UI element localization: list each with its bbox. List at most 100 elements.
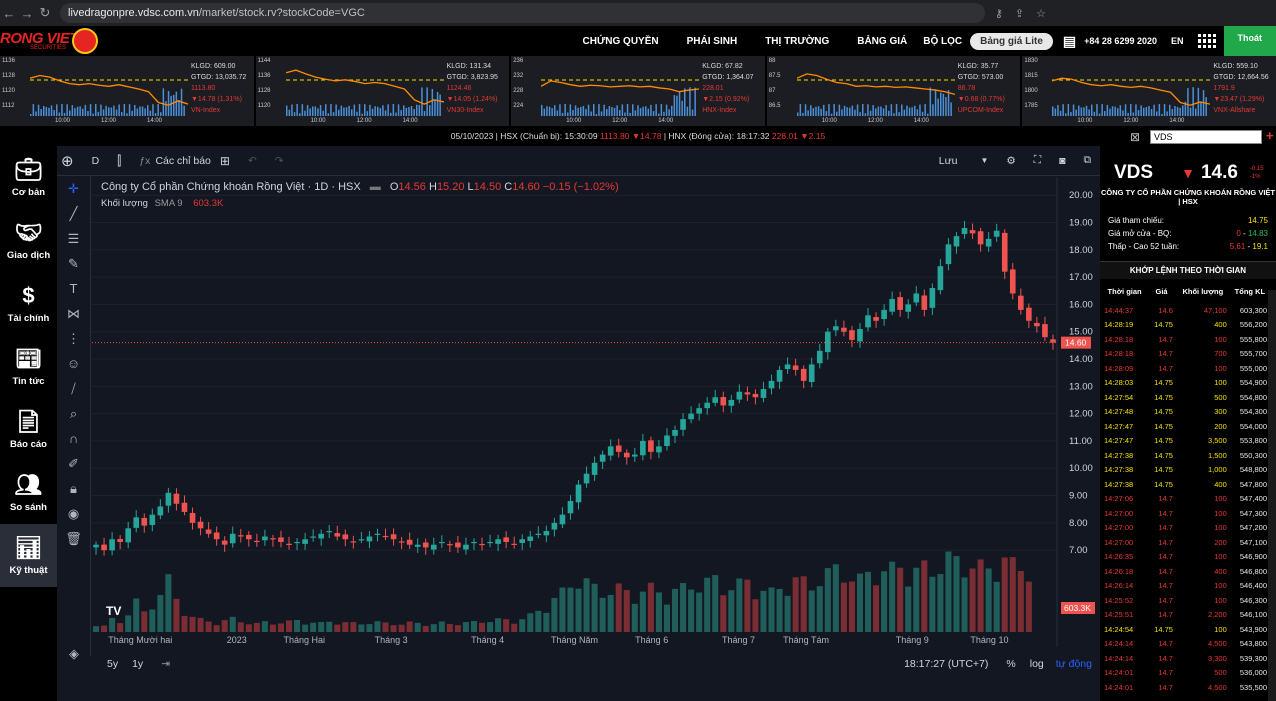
- auto-toggle[interactable]: tự động: [1055, 658, 1092, 670]
- zoom-icon[interactable]: ⌕: [69, 405, 78, 421]
- pattern-icon[interactable]: ⋈: [67, 305, 80, 321]
- index-ytick: 1815: [1024, 73, 1038, 79]
- log-toggle[interactable]: log: [1029, 658, 1044, 670]
- layers-icon[interactable]: ◈: [69, 645, 79, 661]
- trade-cell: 14.75: [1154, 421, 1173, 431]
- sidebar-item-6[interactable]: 📊︎ Kỹ thuật: [0, 524, 57, 587]
- volume-bar: [897, 567, 904, 632]
- range-5y[interactable]: 5y: [107, 658, 119, 670]
- index-card[interactable]: 1136 1128 1120 1112 10:00 12:00 14:00 KLGD: 609…: [0, 56, 254, 126]
- volume-bar: [382, 622, 389, 632]
- camera-icon[interactable]: ◙: [1059, 154, 1066, 167]
- index-volume-bar: [546, 106, 548, 116]
- nav-bo-loc[interactable]: BỘ LỌC: [923, 35, 963, 47]
- address-bar[interactable]: livedragonpre.vdsc.com.vn/market/stock.r…: [60, 3, 985, 23]
- share-icon[interactable]: ⇪: [1014, 7, 1025, 20]
- undo-icon[interactable]: ↶: [247, 154, 257, 167]
- sidebar-item-2[interactable]: $ Tài chính: [0, 272, 57, 335]
- index-volume-bar: [43, 106, 45, 116]
- back-icon[interactable]: ←: [2, 5, 16, 21]
- magnet-icon[interactable]: ∩: [68, 431, 79, 446]
- nav-bang-gia[interactable]: BẢNG GIÁ: [857, 35, 908, 47]
- nav-phai-sinh[interactable]: PHÁI SINH: [686, 35, 738, 47]
- volume-bar: [704, 577, 711, 632]
- volume-bar: [286, 620, 293, 632]
- save-button[interactable]: Lưu: [938, 154, 958, 167]
- symbol-search-input[interactable]: VDS: [1150, 130, 1262, 144]
- fx-icon[interactable]: ƒx: [139, 154, 151, 167]
- settings-gear-icon[interactable]: ⚙: [1006, 154, 1016, 167]
- candle-body: [800, 368, 807, 381]
- fib-icon[interactable]: ☰: [67, 230, 80, 246]
- volume-bar: [567, 587, 574, 632]
- apps-grid-icon[interactable]: [1197, 34, 1216, 48]
- measure-lines-icon[interactable]: ⋮: [67, 330, 80, 346]
- chevron-down-icon[interactable]: ▼: [980, 156, 989, 165]
- index-volume-bar: [95, 104, 97, 116]
- index-volume-bar: [89, 104, 92, 116]
- brand-logo[interactable]: RONG VIET SECURITIES: [0, 26, 110, 56]
- interval-button[interactable]: D: [91, 154, 100, 167]
- sidebar-item-0[interactable]: 💼︎ Cơ bản: [0, 146, 57, 209]
- candle-body: [833, 326, 839, 331]
- trade-cell: 14.7: [1158, 682, 1173, 692]
- candle-body: [430, 544, 437, 550]
- trendline-icon[interactable]: ╱: [69, 205, 78, 221]
- percent-toggle[interactable]: %: [1006, 658, 1016, 670]
- price-chart[interactable]: 20.00 19.00 18.00 17.00 16.00 15.00 14.00 13.00…: [92, 177, 1100, 647]
- reload-icon[interactable]: ↻: [39, 5, 51, 20]
- down-arrow-icon: ▼: [1181, 165, 1195, 181]
- index-card[interactable]: 236 232 228 224 10:00 12:00 14:00 KLGD: 67.82 GT…: [511, 56, 765, 126]
- popout-icon[interactable]: ⧉: [1083, 154, 1092, 166]
- table-icon[interactable]: ⊠: [1130, 130, 1141, 144]
- index-volume-bar: [74, 108, 76, 116]
- language-switch[interactable]: EN: [1170, 36, 1184, 46]
- trade-cell: 14.6: [1158, 305, 1173, 315]
- sidebar-item-3[interactable]: 📰︎ Tin tức: [0, 335, 57, 398]
- add-symbol-icon[interactable]: ⊕: [61, 152, 74, 170]
- lock-icon[interactable]: 🔒︎: [70, 480, 77, 496]
- trade-cell: 14.7: [1158, 566, 1173, 576]
- text-icon[interactable]: T: [69, 281, 78, 296]
- trash-icon[interactable]: 🗑︎: [65, 530, 82, 546]
- volume-bar: [808, 590, 815, 632]
- sidebar-item-5[interactable]: 👥︎ So sánh: [0, 461, 57, 524]
- pencil-lock-icon[interactable]: ✐: [68, 455, 79, 471]
- nav-thi-truong[interactable]: THỊ TRƯỜNG: [765, 35, 830, 47]
- minus-icon[interactable]: ▬: [369, 181, 381, 193]
- index-card[interactable]: 1144 1136 1128 1120 10:00 12:00 14:00 KLGD: 131…: [255, 56, 510, 126]
- candle-body: [205, 529, 212, 534]
- panel-scrollbar[interactable]: [1268, 290, 1276, 701]
- eye-icon[interactable]: ◉: [67, 505, 80, 521]
- fullscreen-icon[interactable]: ⛶: [1033, 154, 1042, 166]
- sidebar-item-4[interactable]: 📄︎ Báo cáo: [0, 398, 57, 461]
- logout-button[interactable]: Thoát: [1223, 26, 1276, 56]
- index-sparkline: [541, 79, 700, 116]
- index-volume-bar: [864, 113, 866, 116]
- index-volume-bar: [178, 99, 180, 116]
- layout-grid-icon[interactable]: ⊞: [219, 153, 230, 168]
- index-volume-bar: [428, 105, 431, 116]
- goto-date-icon[interactable]: ⇥: [161, 658, 170, 670]
- forward-icon[interactable]: →: [20, 5, 34, 21]
- index-volume-bar: [1067, 104, 1070, 116]
- index-volume-bar: [645, 106, 647, 116]
- range-1y[interactable]: 1y: [132, 658, 144, 670]
- redo-icon[interactable]: ↷: [274, 154, 284, 167]
- bar-style-icon[interactable]: ⫿: [117, 152, 122, 168]
- crosshair-icon[interactable]: ✛: [68, 180, 79, 196]
- key-icon[interactable]: ⚷: [994, 7, 1003, 20]
- add-icon[interactable]: +: [1266, 128, 1274, 143]
- sidebar-item-1[interactable]: 🤝︎ Giao dịch: [0, 209, 57, 272]
- brush-icon[interactable]: ✎: [68, 255, 79, 271]
- lite-board-button[interactable]: Bảng giá Lite: [970, 32, 1053, 50]
- index-volume-bar: [846, 107, 848, 116]
- index-card[interactable]: 1830 1815 1800 1785 10:00 12:00 14:00 KLGD: 559…: [1022, 56, 1276, 126]
- index-card[interactable]: 88 87.5 87 86.5 10:00 12:00 14:00 KLGD: 35.77 GT…: [766, 56, 1021, 126]
- chat-icon[interactable]: ▤: [1062, 32, 1077, 49]
- ruler-icon[interactable]: ⧸: [71, 380, 76, 396]
- emoji-icon[interactable]: ☺: [66, 356, 81, 371]
- star-icon[interactable]: ☆: [1036, 7, 1046, 20]
- indicators-button[interactable]: Các chỉ báo: [155, 154, 211, 167]
- nav-chung-quyen[interactable]: CHỨNG QUYỀN: [582, 35, 659, 47]
